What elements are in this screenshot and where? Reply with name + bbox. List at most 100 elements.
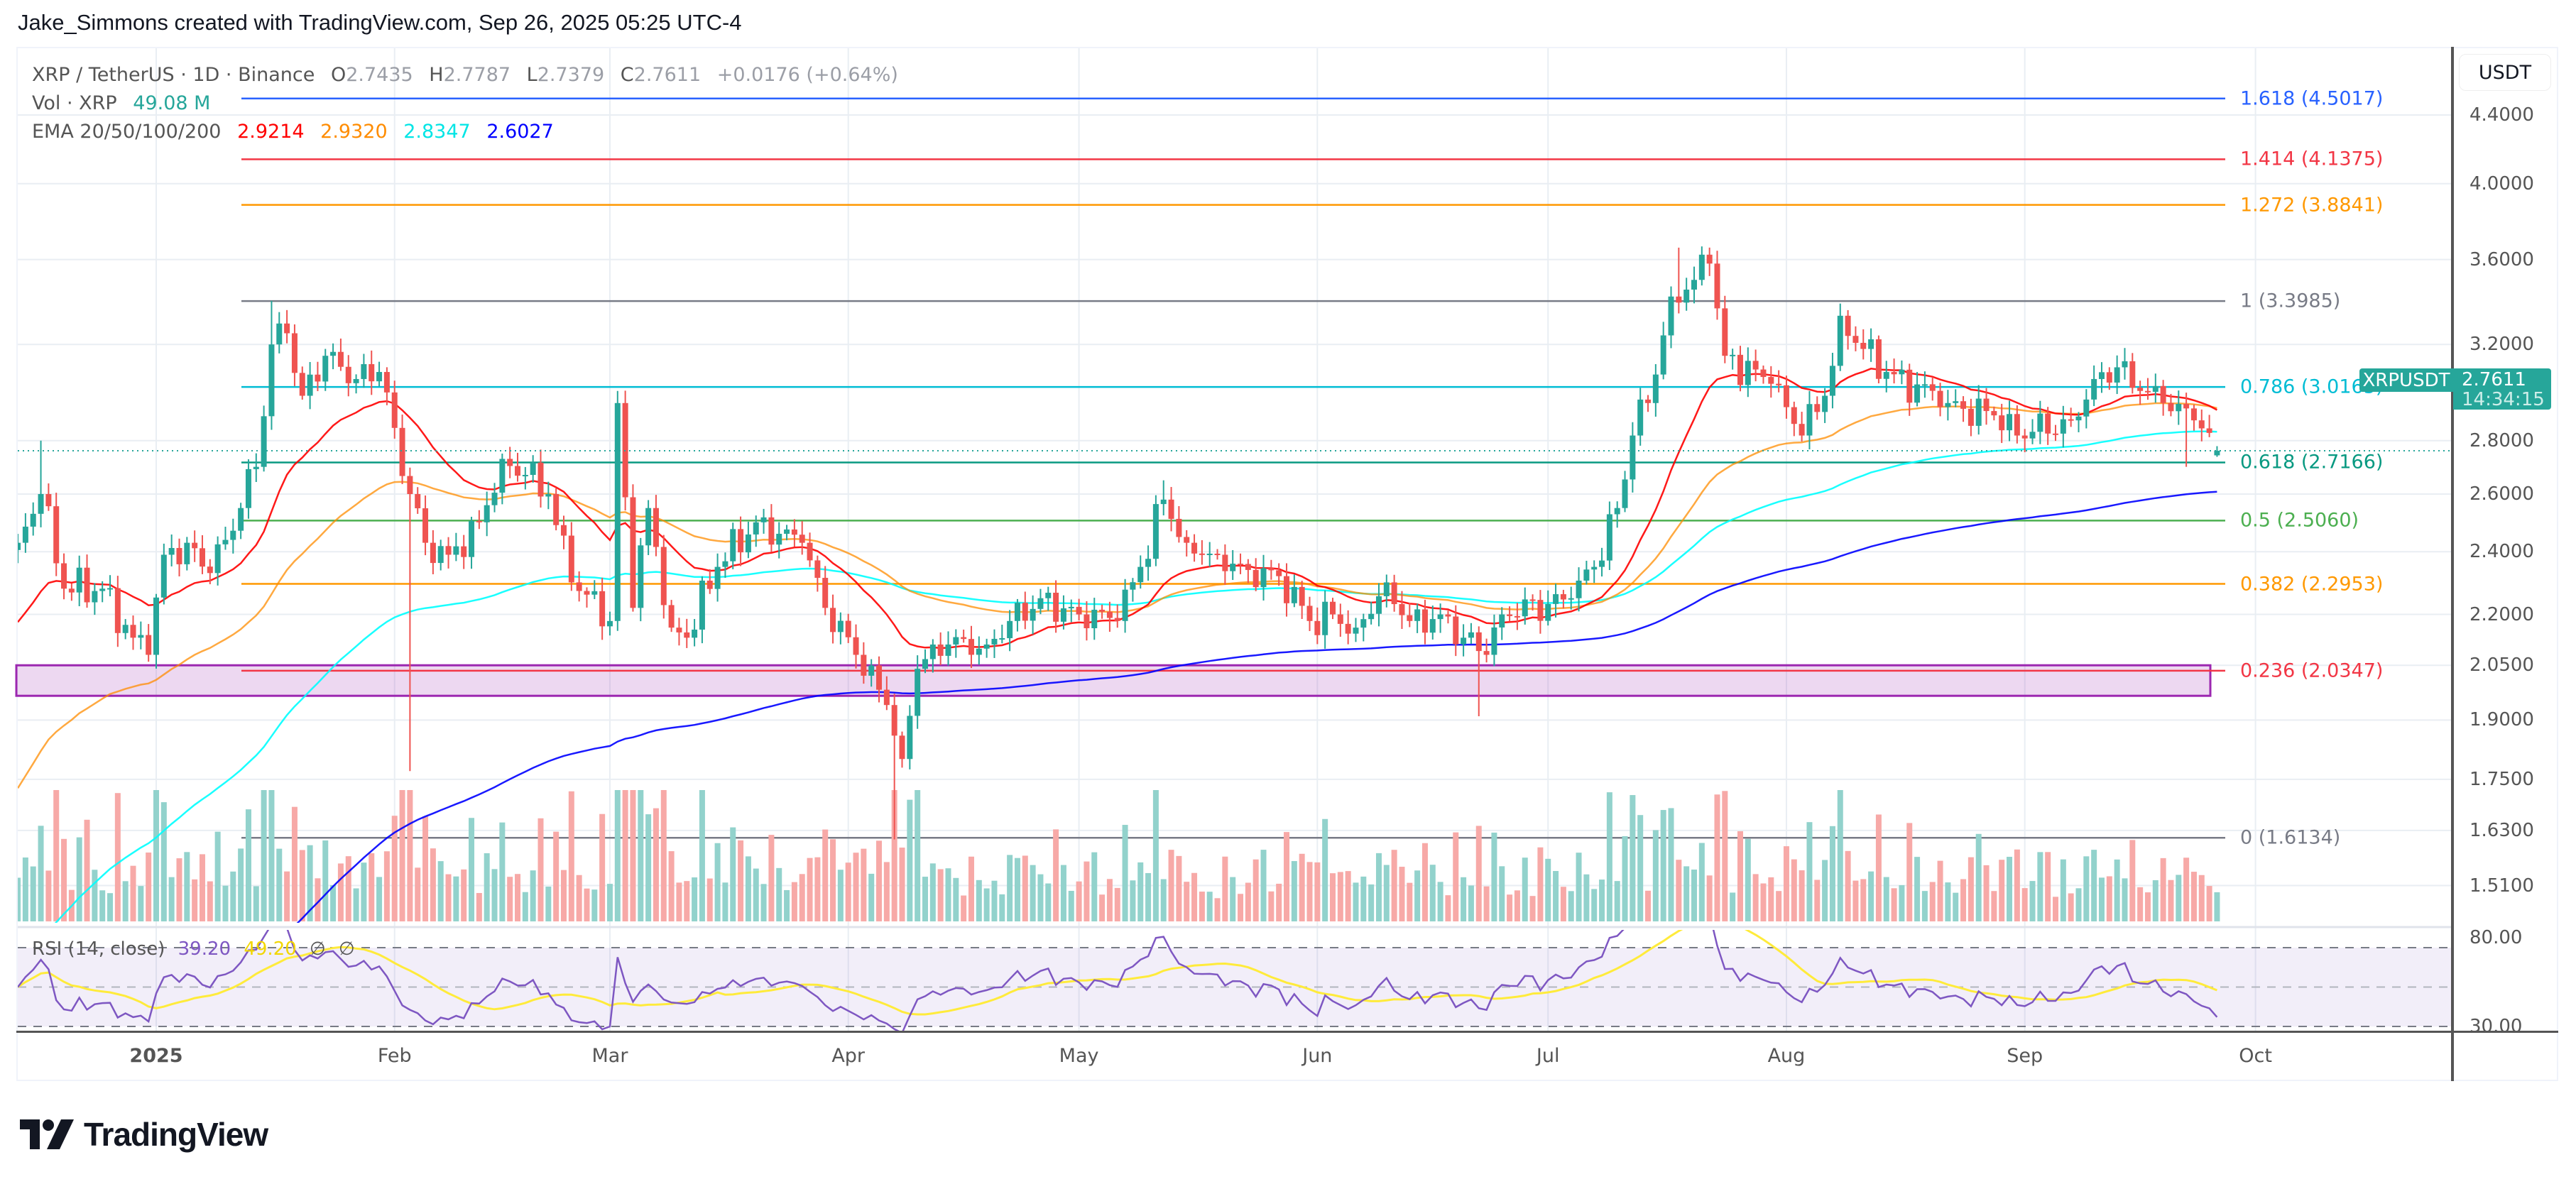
volume-bar: [130, 865, 136, 921]
candle-body: [1191, 542, 1198, 554]
volume-bar: [1060, 865, 1066, 921]
candle-body: [676, 628, 682, 632]
rsi-ma-line: [18, 930, 2217, 1016]
candle-body: [545, 493, 552, 497]
candle-body: [684, 632, 690, 638]
volume-bar: [2029, 881, 2036, 921]
price-tick: 3.6000: [2469, 248, 2534, 270]
volume-bar: [1845, 850, 1851, 921]
candle-body: [291, 333, 298, 373]
volume-bar: [146, 853, 152, 921]
volume-bar: [1068, 890, 1074, 921]
candle-body: [983, 644, 990, 649]
candle-body: [84, 567, 90, 603]
candle-body: [1252, 569, 1259, 588]
volume-bar: [2129, 840, 2136, 921]
volume-bar: [876, 840, 883, 921]
candle-body: [2053, 433, 2059, 435]
volume-bar: [1852, 880, 1859, 921]
volume-bar: [1168, 850, 1174, 921]
volume-bar: [1360, 876, 1367, 921]
candle-body: [1360, 619, 1367, 628]
candle-body: [606, 620, 613, 627]
candle-body: [768, 517, 775, 545]
candle-body: [1768, 377, 1774, 384]
volume-bar: [507, 877, 513, 921]
time-tick: Aug: [1767, 1045, 1806, 1067]
volume-bar: [807, 857, 813, 921]
candle-body: [1407, 615, 1413, 621]
volume-bar: [1268, 891, 1275, 921]
candle-body: [1991, 411, 1997, 416]
volume-bar: [45, 870, 52, 921]
currency-button[interactable]: USDT: [2459, 54, 2551, 91]
volume-bar: [1576, 853, 1582, 921]
volume-bar: [584, 888, 590, 921]
volume-bar: [307, 845, 313, 921]
volume-bar: [2137, 887, 2144, 921]
candle-body: [476, 520, 482, 522]
volume-bar: [1652, 830, 1659, 921]
candle-body: [1553, 594, 1559, 604]
candle-body: [376, 372, 383, 382]
time-tick: Feb: [377, 1045, 412, 1067]
volume-bar: [2206, 886, 2212, 921]
volume-bar: [830, 839, 836, 921]
volume-bar: [1030, 865, 1036, 921]
candle-body: [2007, 414, 2013, 431]
candle-body: [1514, 615, 1520, 618]
rsi-band-fill: [18, 948, 2451, 1026]
candle-body: [891, 705, 897, 736]
candle-body: [430, 542, 436, 564]
candle-body: [853, 637, 859, 655]
time-tick: May: [1059, 1045, 1099, 1067]
candle-body: [1045, 592, 1052, 598]
candle-body: [207, 566, 213, 574]
candle-body: [653, 508, 659, 547]
candle-body: [1368, 613, 1375, 620]
candle-body: [168, 547, 175, 555]
volume-bar: [1130, 880, 1136, 921]
volume-bar: [138, 886, 144, 921]
candle-body: [1576, 580, 1582, 598]
volume-bar: [1291, 861, 1297, 921]
volume-bar: [1022, 855, 1028, 921]
candle-body: [2029, 432, 2036, 439]
chart-credit: Jake_Simmons created with TradingView.co…: [18, 10, 742, 35]
tradingview-logo[interactable]: TradingView: [20, 1116, 268, 1153]
price-tick: 4.4000: [2469, 104, 2534, 126]
candle-body: [791, 529, 797, 535]
candle-body: [1737, 354, 1743, 385]
candle-body: [1099, 609, 1106, 612]
candle-body: [1461, 637, 1467, 645]
candle-body: [2060, 419, 2066, 434]
volume-bar: [1622, 835, 1628, 921]
candle-body: [1691, 280, 1697, 290]
candle-body: [706, 580, 713, 589]
candle-body: [1076, 606, 1082, 615]
volume-bar: [2007, 857, 2013, 921]
tradingview-logo-icon: [20, 1119, 74, 1149]
rsi-pane: [18, 930, 2451, 1031]
volume-bar: [1691, 870, 1697, 921]
candle-body: [1968, 408, 1974, 426]
ema50-line: [18, 402, 2217, 789]
rsi-value: 39.20: [178, 938, 231, 960]
candle-body: [1529, 599, 1536, 601]
candle-body: [660, 547, 667, 606]
candle-body: [699, 580, 705, 630]
fib-level-label: 0.382 (2.2953): [2240, 573, 2384, 595]
candle-body: [1960, 401, 1967, 409]
rsi-na-2: ∅: [338, 938, 355, 960]
candle-body: [1714, 263, 1720, 309]
candle-body: [991, 638, 998, 645]
volume-bar: [168, 877, 175, 921]
candle-body: [160, 554, 167, 598]
volume-bar: [222, 885, 229, 921]
volume-bar: [199, 854, 205, 921]
volume-bar: [2152, 880, 2159, 921]
candle-body: [1468, 632, 1474, 638]
candle-body: [1683, 289, 1690, 303]
volume-bar: [799, 874, 805, 921]
